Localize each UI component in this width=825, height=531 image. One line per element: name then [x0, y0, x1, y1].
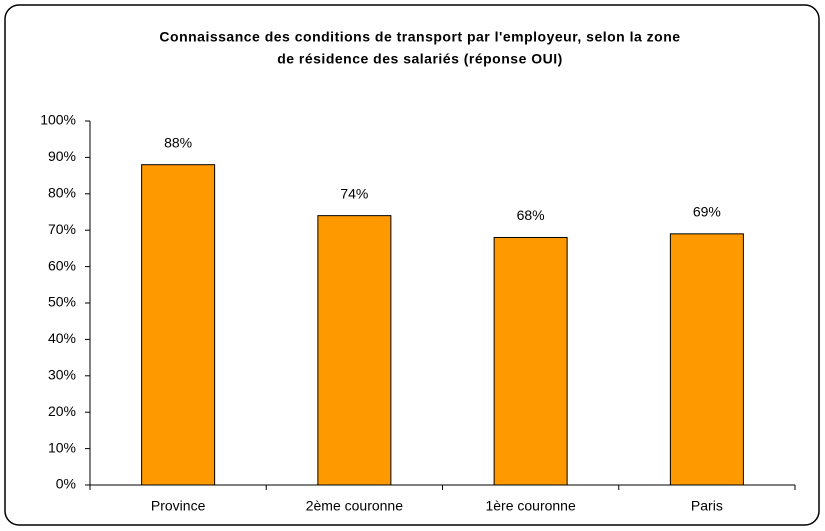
data-label: 69%: [693, 204, 721, 220]
y-tick-label: 70%: [48, 221, 76, 237]
x-tick-label: 1ère couronne: [485, 498, 576, 514]
bar: [669, 233, 744, 486]
y-tick-label: 0%: [56, 476, 76, 492]
x-tick-label: Province: [151, 498, 206, 514]
data-label: 74%: [340, 185, 368, 201]
y-tick-label: 40%: [48, 330, 76, 346]
chart-title: Connaissance des conditions de transport…: [159, 29, 680, 45]
chart-title: de résidence des salariés (réponse OUI): [277, 51, 563, 67]
data-label: 68%: [517, 207, 545, 223]
y-tick-label: 90%: [48, 148, 76, 164]
y-tick-label: 100%: [40, 112, 76, 128]
y-tick-label: 30%: [48, 367, 76, 383]
data-label: 88%: [164, 134, 192, 150]
bar: [317, 215, 392, 486]
x-tick-label: 2ème couronne: [306, 498, 404, 514]
bar: [493, 236, 568, 486]
y-tick-label: 20%: [48, 403, 76, 419]
y-tick-label: 10%: [48, 439, 76, 455]
x-tick-label: Paris: [691, 498, 723, 514]
y-tick-label: 80%: [48, 185, 76, 201]
y-tick-label: 60%: [48, 257, 76, 273]
y-tick-label: 50%: [48, 294, 76, 310]
bar: [141, 164, 216, 486]
